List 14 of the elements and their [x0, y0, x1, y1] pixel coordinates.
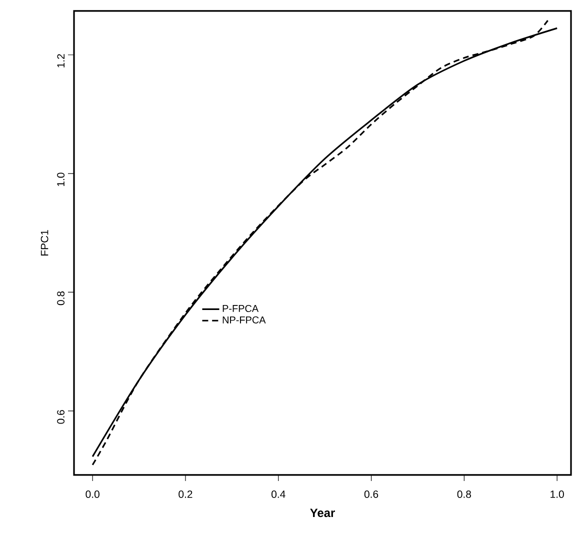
- y-tick-label: 0.8: [57, 291, 64, 306]
- x-tick-label: 0.8: [457, 490, 471, 498]
- x-axis-title: Year: [310, 508, 335, 518]
- x-tick-label: 0.4: [272, 490, 286, 498]
- y-tick-label: 1.2: [57, 54, 64, 68]
- legend-label: P-FPCA: [222, 304, 259, 312]
- x-tick-label: 0.2: [178, 490, 192, 498]
- y-tick-label: 0.6: [57, 410, 64, 424]
- x-tick-label: 1.0: [550, 490, 564, 498]
- x-tick-label: 0.6: [364, 490, 378, 498]
- y-axis-title: FPC1: [40, 230, 48, 256]
- y-tick-label: 1.0: [57, 172, 64, 186]
- legend-label: NP-FPCA: [222, 316, 266, 324]
- x-tick-label: 0.0: [86, 490, 100, 498]
